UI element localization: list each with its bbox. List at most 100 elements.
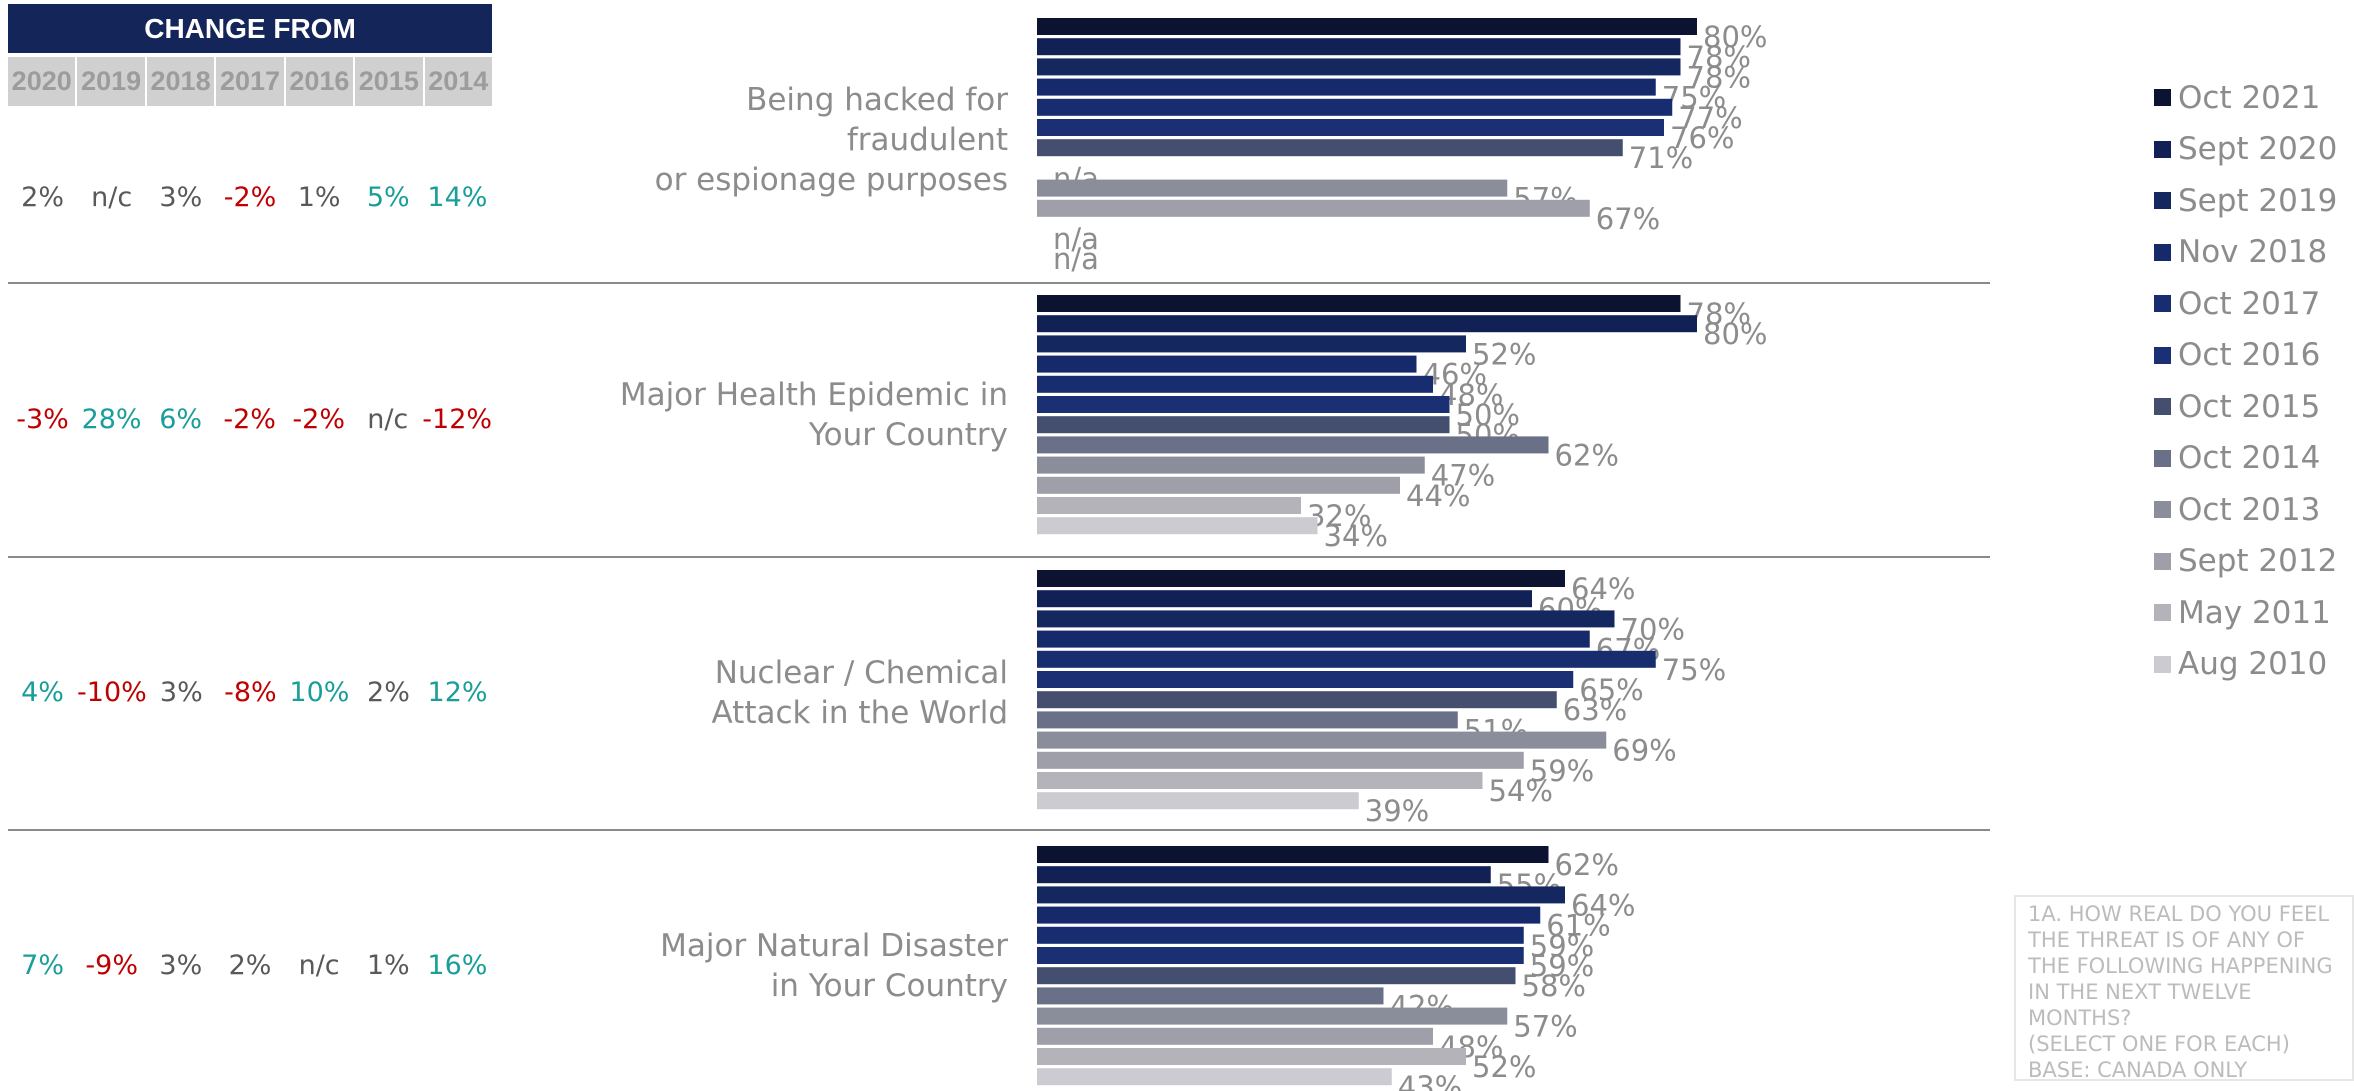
legend-item: Sept 2019 xyxy=(2154,175,2337,227)
bar-value-label: 62% xyxy=(1555,848,1619,882)
bar xyxy=(1037,772,1483,789)
legend-label: Oct 2015 xyxy=(2178,388,2321,425)
bar-value-label: 59% xyxy=(1530,929,1594,963)
bar xyxy=(1037,98,1673,116)
bar xyxy=(1037,58,1681,76)
legend-label: Aug 2010 xyxy=(2178,646,2328,683)
bar xyxy=(1037,691,1557,709)
year-header: 2015 xyxy=(355,57,423,106)
section-divider xyxy=(8,556,1990,558)
bar xyxy=(1037,671,1574,688)
change-value: 4% xyxy=(21,677,64,708)
legend-swatch xyxy=(2154,552,2171,570)
bar-value-label: 43% xyxy=(1398,1070,1462,1091)
change-value: -12% xyxy=(422,404,493,435)
bar xyxy=(1037,436,1549,454)
bar-value-label: 52% xyxy=(1472,1050,1536,1084)
bar xyxy=(1037,570,1565,587)
change-value: 28% xyxy=(81,404,142,435)
change-value: -2% xyxy=(223,182,277,213)
legend-item: Oct 2016 xyxy=(2154,330,2337,382)
bar xyxy=(1037,355,1417,373)
bar xyxy=(1037,38,1681,56)
bar-value-label: 64% xyxy=(1571,572,1635,606)
legend-swatch xyxy=(2154,398,2171,416)
change-value: 14% xyxy=(427,182,488,213)
legend-item: Sept 2012 xyxy=(2154,536,2337,588)
bar xyxy=(1037,315,1697,333)
legend-swatch xyxy=(2154,295,2171,313)
bar xyxy=(1037,751,1524,769)
bar-value-label: 77% xyxy=(1678,101,1742,135)
legend-swatch xyxy=(2154,501,2171,519)
change-value: 1% xyxy=(297,182,341,213)
legend-item: Oct 2013 xyxy=(2154,484,2337,536)
legend-label: Sept 2020 xyxy=(2178,131,2338,168)
legend-swatch xyxy=(2154,140,2171,158)
category-label: Being hacked for fraudulent or espionage… xyxy=(654,82,1008,198)
change-value: 2% xyxy=(21,182,64,213)
bar-value-label: 75% xyxy=(1662,653,1726,687)
change-value: n/c xyxy=(367,404,409,435)
change-row: 7% -9% 3% 2% n/c 1% 16% xyxy=(8,950,492,981)
legend-label: Nov 2018 xyxy=(2178,234,2328,271)
bar xyxy=(1037,1068,1392,1086)
legend-swatch xyxy=(2154,604,2171,622)
change-value: -9% xyxy=(85,950,138,981)
bar-value-label: 80% xyxy=(1703,20,1767,54)
change-value: 3% xyxy=(159,950,203,981)
bar-value-label: 71% xyxy=(1629,141,1693,175)
section-divider xyxy=(8,282,1990,284)
legend-swatch xyxy=(2154,89,2171,107)
change-value: 2% xyxy=(367,677,410,708)
bar xyxy=(1037,967,1516,985)
bar-value-label: 75% xyxy=(1662,81,1726,115)
change-value: 3% xyxy=(159,182,203,213)
bar xyxy=(1037,590,1532,608)
bar-value-label: 50% xyxy=(1456,398,1520,432)
bar xyxy=(1037,886,1565,904)
bar-value-label: 78% xyxy=(1687,60,1751,94)
change-row: 4% -10% 3% -8% 10% 2% 12% xyxy=(8,677,492,708)
bar xyxy=(1037,866,1491,884)
legend-item: Nov 2018 xyxy=(2154,227,2337,279)
bar-value-label: 65% xyxy=(1579,673,1643,707)
bar xyxy=(1037,610,1615,628)
legend-item: Aug 2010 xyxy=(2154,639,2337,691)
bar xyxy=(1037,396,1450,413)
category-label: Nuclear / Chemical Attack in the World xyxy=(711,655,1009,731)
bar-value-label: 57% xyxy=(1513,1010,1577,1044)
change-value: -10% xyxy=(77,677,147,708)
bar xyxy=(1037,846,1549,863)
bar xyxy=(1037,375,1433,393)
bar xyxy=(1037,119,1664,136)
change-years-header: 2020 2019 2018 2017 2016 2015 2014 xyxy=(8,57,492,106)
change-value: 12% xyxy=(427,677,488,708)
bar-value-label: 32% xyxy=(1307,499,1371,533)
bar-value-label: 62% xyxy=(1555,438,1619,472)
change-value: 6% xyxy=(159,404,203,435)
bar xyxy=(1037,497,1301,514)
change-value: -2% xyxy=(292,404,345,435)
bar-value-label: 70% xyxy=(1621,612,1685,646)
bar xyxy=(1037,295,1681,312)
bar xyxy=(1037,139,1623,157)
bar xyxy=(1037,792,1359,810)
bar xyxy=(1037,517,1318,535)
bar-value-label: 61% xyxy=(1546,909,1610,943)
bar xyxy=(1037,926,1524,944)
change-from-header: CHANGE FROM xyxy=(8,4,492,53)
year-header: 2014 xyxy=(424,57,492,106)
legend-item: Oct 2014 xyxy=(2154,433,2337,485)
legend-swatch xyxy=(2154,449,2171,467)
bar-value-label: 78% xyxy=(1687,40,1751,74)
bar xyxy=(1037,630,1590,648)
bar xyxy=(1037,416,1450,434)
bar-value-label: 63% xyxy=(1563,693,1627,727)
section-divider xyxy=(8,829,1990,831)
change-value: n/c xyxy=(91,182,133,213)
bar-value-label: 59% xyxy=(1530,949,1594,983)
change-value: 1% xyxy=(366,950,410,981)
legend-label: Oct 2013 xyxy=(2178,491,2321,528)
